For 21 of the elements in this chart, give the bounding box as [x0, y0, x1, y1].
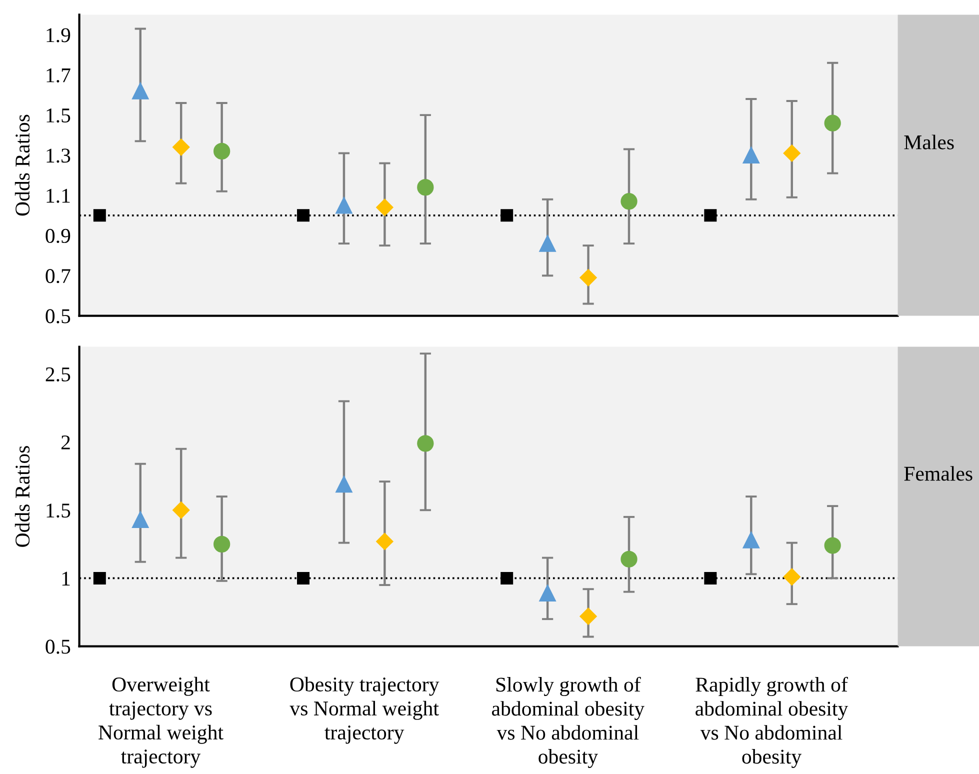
y-tick-label: 2.5 — [46, 367, 70, 382]
x-tick-label: Slowly growth of abdominal obesity vs No abdominal obesity — [492, 676, 645, 768]
y-axis-title: Odds Ratios — [14, 446, 30, 547]
y-tick-label: 1.7 — [46, 68, 70, 82]
y-tick-label: 1.1 — [46, 188, 70, 203]
x-tick-label: Rapidly growth of abdominal obesity vs No abdominal obesity — [696, 676, 848, 768]
y-tick-label: 1.3 — [46, 148, 70, 163]
y-tick-label: 0.5 — [46, 309, 70, 324]
y-tick-label: 2 — [61, 435, 70, 450]
text: Males — [904, 134, 954, 150]
y-tick-label: 0.9 — [46, 228, 70, 244]
y-tick-label: 0.5 — [46, 640, 70, 654]
text: Females — [904, 466, 972, 481]
y-tick-label: 1.9 — [46, 28, 70, 42]
y-tick-label: 1.5 — [46, 504, 70, 518]
y-tick-label: 1.5 — [46, 108, 70, 123]
x-tick-label: Overweight trajectory vs Normal weight trajectory — [98, 676, 224, 768]
y-tick-label: 1 — [62, 572, 70, 586]
x-tick-label: Obesity trajectory vs Normal weight trajectory — [290, 676, 440, 744]
y-tick-label: 0.7 — [46, 269, 70, 284]
y-axis-title: Odds Ratios — [14, 114, 30, 216]
